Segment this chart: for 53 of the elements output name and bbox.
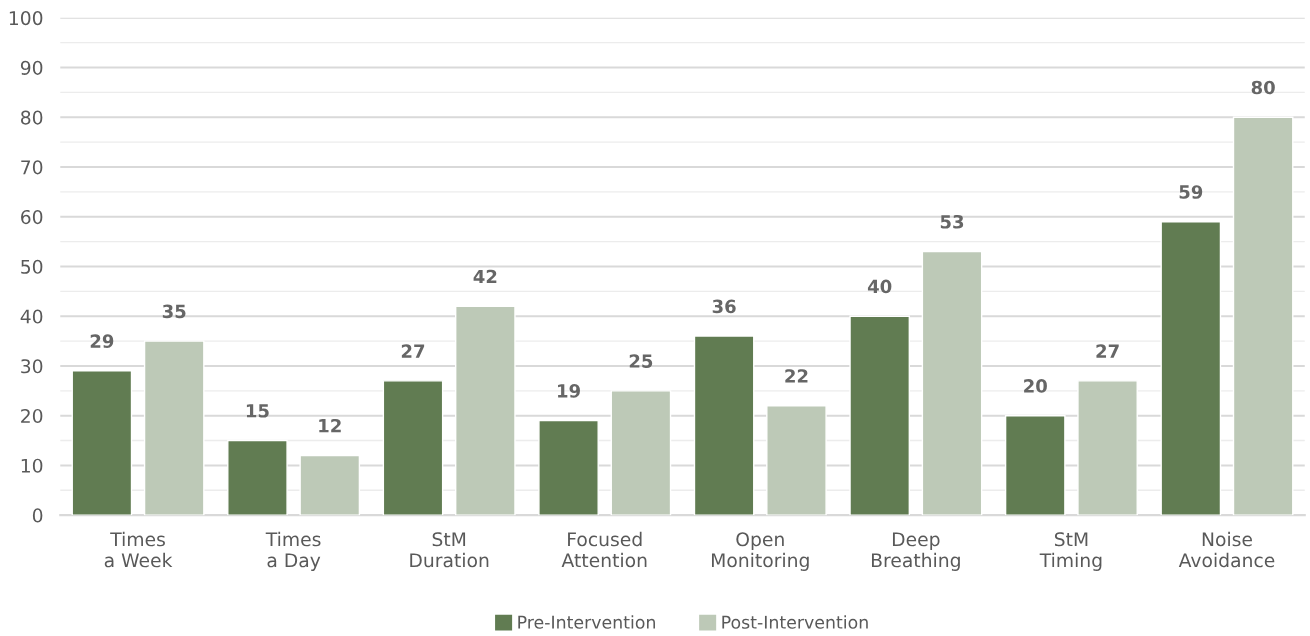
y-tick-label: 30 <box>21 359 43 374</box>
data-label: 27 <box>1096 344 1119 358</box>
bar <box>71 370 133 516</box>
bar <box>1077 380 1138 516</box>
bar <box>1160 221 1222 516</box>
x-tick-label: Deep Breathing <box>871 532 960 571</box>
bar <box>693 335 755 516</box>
x-tick-label: StM Timing <box>1039 532 1102 571</box>
data-label: 22 <box>785 369 808 383</box>
y-tick-label: 80 <box>21 110 43 125</box>
x-tick-label: Times a Day <box>265 531 321 571</box>
x-tick-label: Times a Week <box>104 531 173 568</box>
y-tick-label: 20 <box>21 408 43 424</box>
data-label: 40 <box>867 279 892 294</box>
x-tick-label: StM Duration <box>410 532 489 568</box>
data-label: 53 <box>940 214 964 229</box>
bar <box>455 305 516 516</box>
bar <box>299 454 361 516</box>
data-label: 27 <box>401 344 425 358</box>
data-label: 19 <box>558 384 580 398</box>
y-tick-label: 0 <box>32 508 43 523</box>
x-tick-label: Noise Avoidance <box>1178 531 1275 568</box>
y-tick-label: 100 <box>9 11 43 26</box>
bar <box>538 419 599 516</box>
y-tick-label: 40 <box>20 309 43 324</box>
legend-label: Pre-Intervention <box>518 615 655 629</box>
y-tick-label: 10 <box>21 458 43 473</box>
data-label: 20 <box>1024 379 1047 393</box>
y-tick-label: 50 <box>21 259 43 274</box>
x-tick-label: Focused Attention <box>561 531 647 568</box>
bar <box>1232 116 1294 516</box>
x-tick-label: Open Monitoring <box>712 532 809 571</box>
bar <box>849 315 911 516</box>
data-label: 59 <box>1179 185 1203 199</box>
data-label: 35 <box>162 304 186 319</box>
data-label: 42 <box>473 269 497 284</box>
legend-label: Post-Intervention <box>722 615 868 629</box>
bar <box>143 340 205 516</box>
data-label: 29 <box>90 334 114 348</box>
data-label: 36 <box>712 299 736 314</box>
bar <box>766 405 827 516</box>
y-tick-label: 90 <box>20 60 43 75</box>
bar <box>227 439 288 516</box>
y-tick-label: 70 <box>21 160 43 175</box>
data-label: 25 <box>629 354 653 368</box>
bar <box>1004 414 1066 516</box>
bar <box>382 380 444 516</box>
data-label: 80 <box>1251 80 1275 95</box>
bar <box>610 390 672 516</box>
bar <box>921 250 983 516</box>
data-label: 12 <box>319 418 341 433</box>
data-label: 15 <box>246 404 269 418</box>
y-tick-label: 60 <box>21 209 43 225</box>
